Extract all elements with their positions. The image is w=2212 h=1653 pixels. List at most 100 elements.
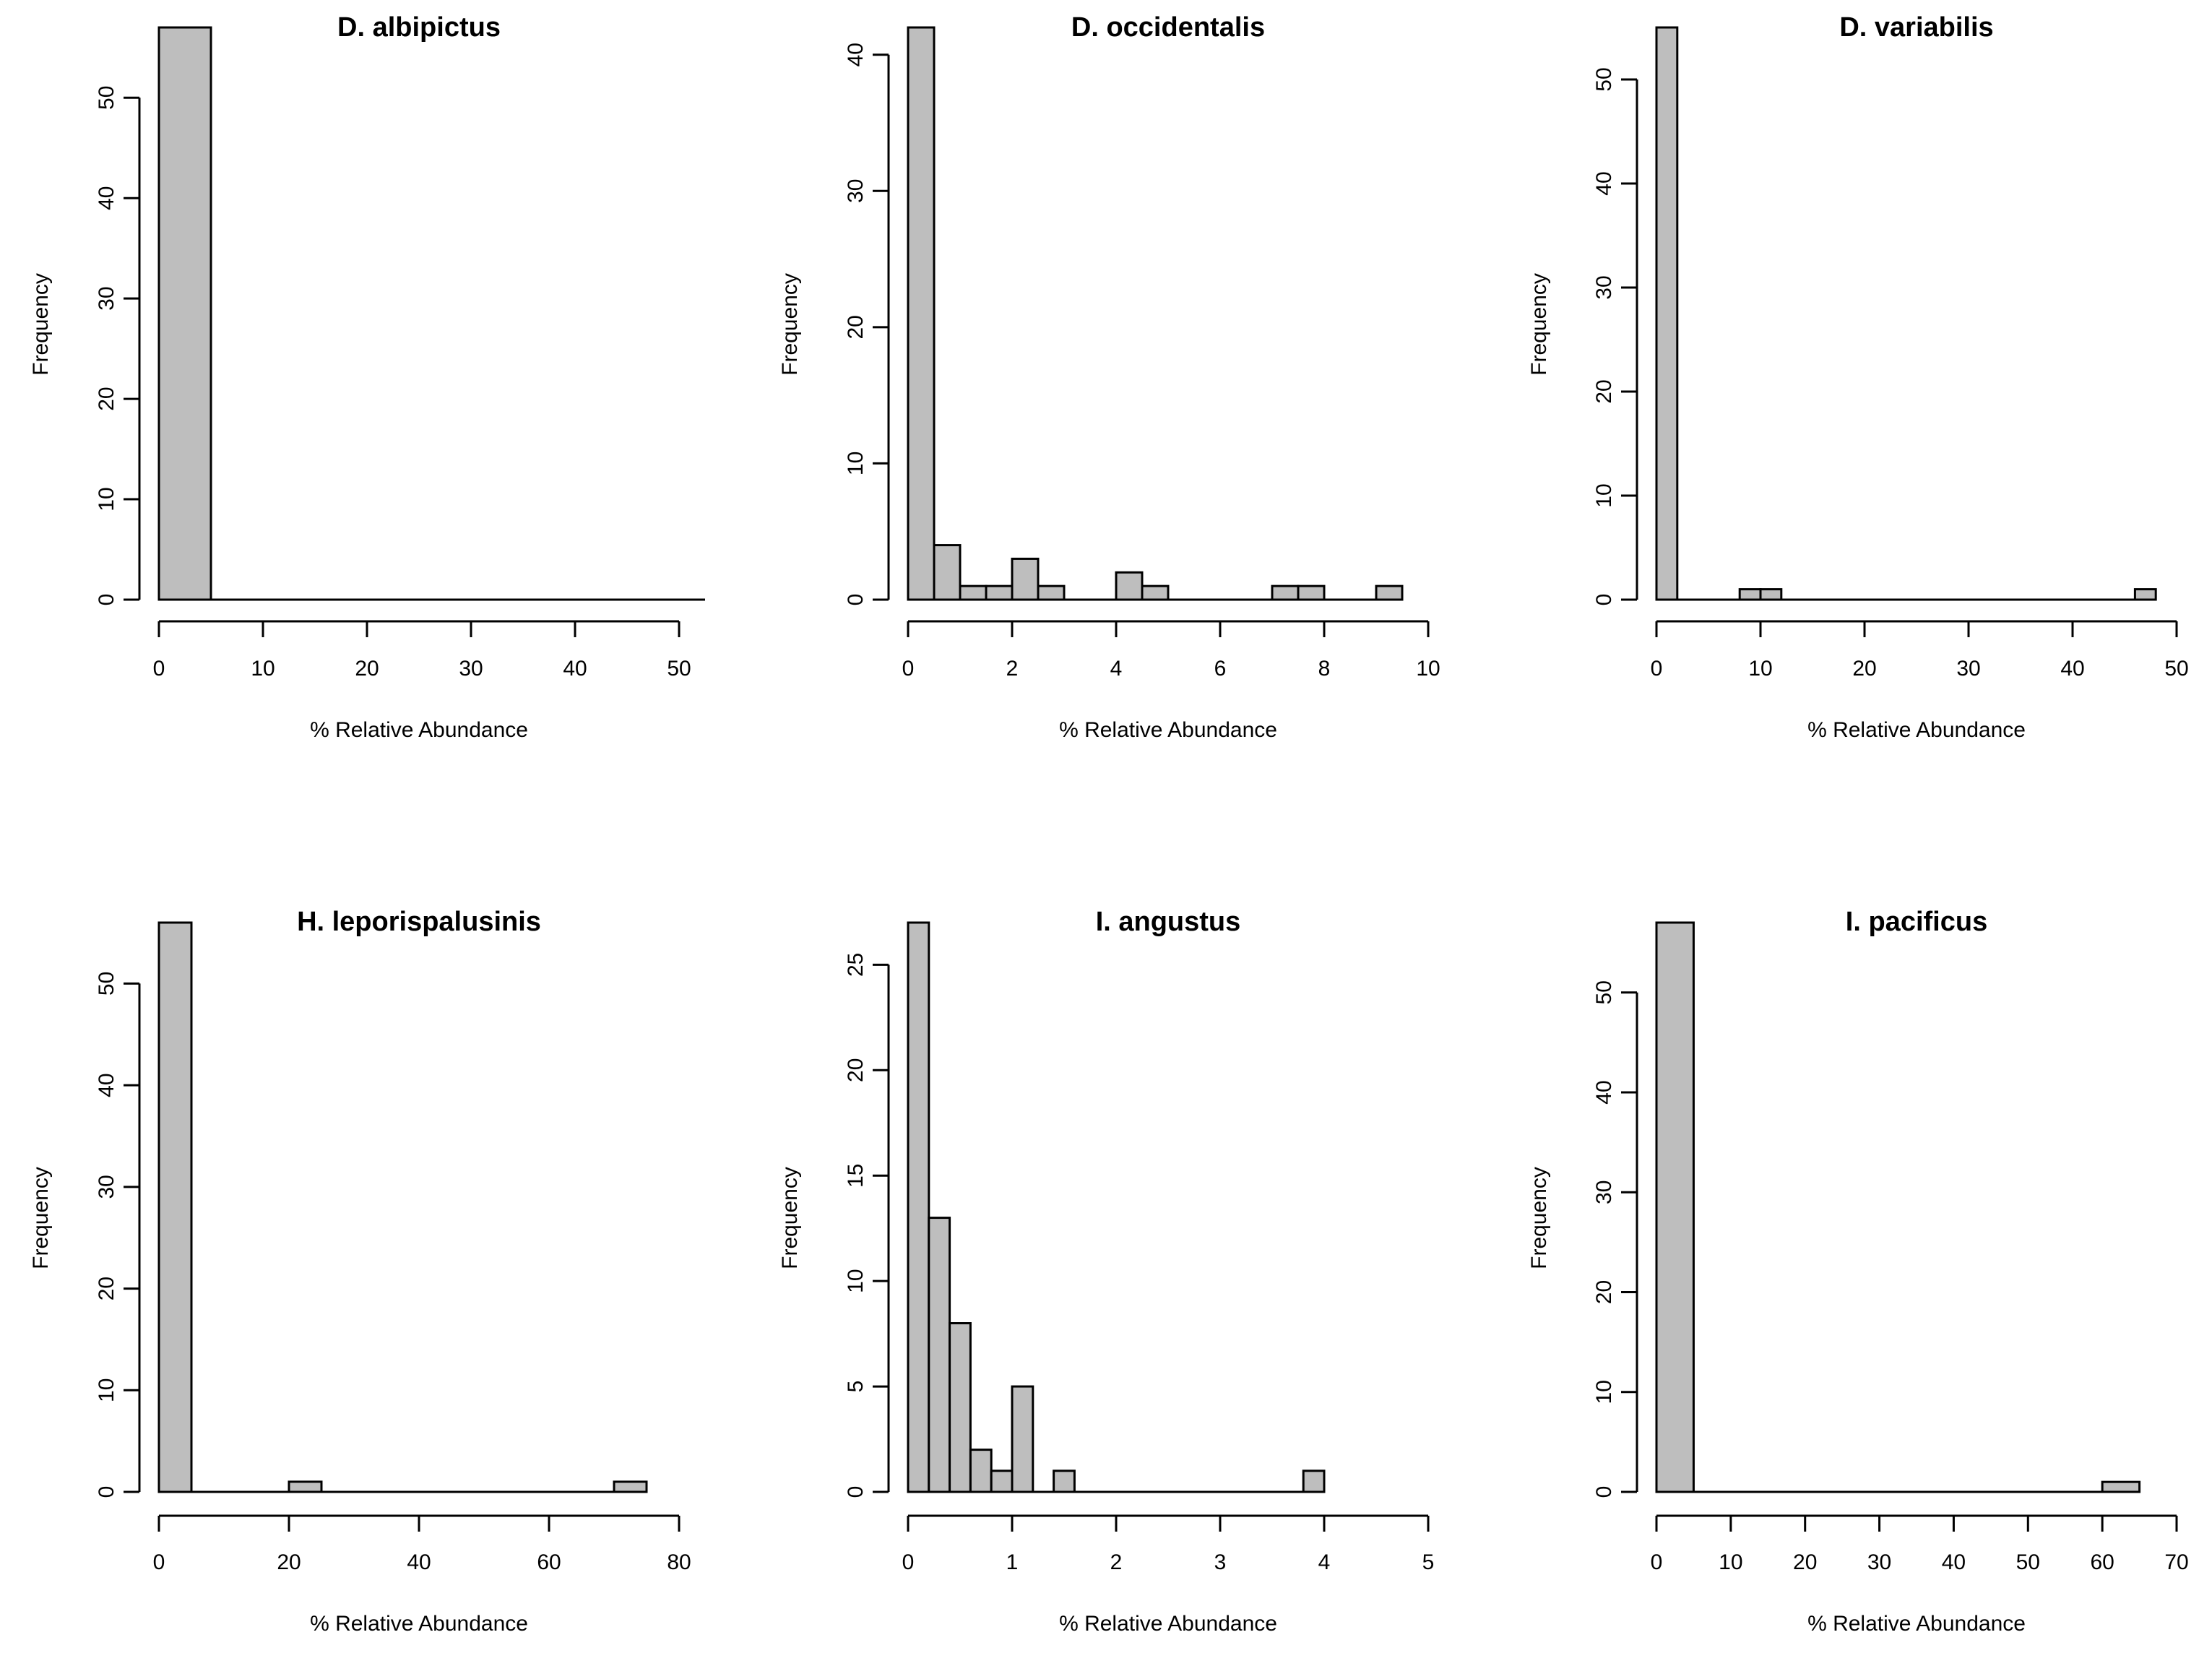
y-tick-label: 25 bbox=[844, 953, 868, 977]
chart-title: D. occidentalis bbox=[1071, 12, 1265, 43]
histogram-bar bbox=[1655, 921, 1695, 1493]
y-tick-label: 20 bbox=[844, 315, 868, 339]
y-tick-label: 0 bbox=[95, 1486, 118, 1498]
histogram-bar bbox=[288, 1480, 323, 1493]
y-tick-label: 50 bbox=[1592, 67, 1616, 91]
y-tick-label: 40 bbox=[1592, 171, 1616, 195]
histogram-bar bbox=[985, 584, 1014, 601]
y-tick-label: 30 bbox=[95, 1175, 118, 1199]
y-tick-label: 0 bbox=[844, 1486, 868, 1498]
histogram-bar bbox=[1655, 26, 1679, 601]
x-tick-label: 0 bbox=[153, 1550, 165, 1574]
x-tick-label: 10 bbox=[251, 657, 275, 681]
histogram-bar bbox=[959, 584, 988, 601]
x-tick-label: 2 bbox=[1006, 657, 1019, 681]
histogram-bar bbox=[1375, 584, 1404, 601]
y-tick-label: 10 bbox=[95, 1378, 118, 1402]
y-tick-label: 50 bbox=[95, 86, 118, 110]
y-tick-label: 30 bbox=[1592, 275, 1616, 299]
x-tick-label: 0 bbox=[153, 657, 165, 681]
chart-title: D. albipictus bbox=[337, 12, 501, 43]
x-tick-label: 30 bbox=[459, 657, 483, 681]
histogram-bar bbox=[2101, 1480, 2141, 1493]
y-tick-label: 5 bbox=[844, 1381, 868, 1393]
y-tick-label: 10 bbox=[95, 487, 118, 511]
y-tick-label: 30 bbox=[844, 179, 868, 203]
x-tick-label: 40 bbox=[2060, 657, 2084, 681]
histogram-bar bbox=[969, 1449, 993, 1493]
x-tick-label: 0 bbox=[902, 657, 915, 681]
x-tick-label: 2 bbox=[1110, 1550, 1123, 1574]
y-tick-label: 0 bbox=[1592, 594, 1616, 606]
x-tick-label: 40 bbox=[563, 657, 587, 681]
x-tick-label: 0 bbox=[902, 1550, 915, 1574]
histogram-bar bbox=[613, 1480, 648, 1493]
x-tick-label: 0 bbox=[1651, 1550, 1663, 1574]
histogram-bar bbox=[1302, 1469, 1326, 1493]
y-tick-label: 20 bbox=[844, 1058, 868, 1082]
histogram-bar bbox=[949, 1322, 972, 1493]
y-tick-label: 0 bbox=[95, 594, 118, 606]
y-tick-label: 40 bbox=[844, 43, 868, 66]
y-tick-label: 50 bbox=[1592, 980, 1616, 1004]
x-tick-label: 20 bbox=[277, 1550, 301, 1574]
y-axis-title: Frequency bbox=[29, 273, 53, 376]
x-tick-label: 60 bbox=[2090, 1550, 2114, 1574]
x-tick-label: 50 bbox=[2016, 1550, 2040, 1574]
y-tick-label: 15 bbox=[844, 1164, 868, 1188]
histogram-panel: D. albipictus 0 10 20 30 40 50 Frequency 0 10 20 30… bbox=[29, 12, 705, 742]
y-tick-label: 50 bbox=[95, 972, 118, 996]
x-tick-label: 50 bbox=[2164, 657, 2188, 681]
histogram-bar bbox=[157, 26, 212, 601]
histogram-bar bbox=[1141, 584, 1170, 601]
histogram-bar bbox=[1297, 584, 1326, 601]
chart-title: D. variabilis bbox=[1839, 12, 1993, 43]
y-tick-label: 20 bbox=[1592, 379, 1616, 403]
x-axis-title: % Relative Abundance bbox=[310, 1612, 528, 1636]
y-tick-label: 20 bbox=[1592, 1280, 1616, 1304]
histogram-panel: I. pacificus 0 10 20 30 40 50 Frequency 0 10 20 30 4… bbox=[1527, 907, 2189, 1636]
histogram-bar bbox=[1271, 584, 1300, 601]
x-axis-title: % Relative Abundance bbox=[1807, 718, 2026, 742]
y-tick-label: 10 bbox=[1592, 483, 1616, 507]
x-axis-title: % Relative Abundance bbox=[1059, 718, 1277, 742]
histogram-bar bbox=[157, 921, 193, 1493]
histogram-panel: I. angustus 0 5 10 15 20 25 Frequency 0 1 2 3 4 5 % Re… bbox=[778, 907, 1434, 1636]
x-tick-label: 0 bbox=[1651, 657, 1663, 681]
x-tick-label: 8 bbox=[1318, 657, 1331, 681]
x-tick-label: 10 bbox=[1719, 1550, 1742, 1574]
x-tick-label: 70 bbox=[2164, 1550, 2188, 1574]
histogram-bar bbox=[1738, 588, 1762, 601]
y-tick-label: 40 bbox=[1592, 1080, 1616, 1104]
histogram-bar bbox=[990, 1469, 1014, 1493]
x-tick-label: 3 bbox=[1214, 1550, 1227, 1574]
histogram-bar bbox=[907, 921, 930, 1493]
chart-title: I. angustus bbox=[1096, 907, 1241, 937]
x-axis-title: % Relative Abundance bbox=[310, 718, 528, 742]
histogram-panel: D. variabilis 0 10 20 30 40 50 Frequency 0 10 20 30… bbox=[1527, 12, 2189, 742]
y-tick-label: 0 bbox=[1592, 1486, 1616, 1498]
y-tick-label: 20 bbox=[95, 387, 118, 410]
histogram-bar bbox=[2133, 588, 2157, 601]
y-tick-label: 10 bbox=[1592, 1380, 1616, 1404]
y-tick-label: 20 bbox=[95, 1277, 118, 1300]
x-tick-label: 4 bbox=[1318, 1550, 1331, 1574]
y-tick-label: 30 bbox=[1592, 1181, 1616, 1204]
y-tick-label: 40 bbox=[95, 1073, 118, 1097]
x-tick-label: 20 bbox=[1852, 657, 1876, 681]
histogram-panel: D. occidentalis 0 10 20 30 40 Frequency 0 2 4 6 8 10… bbox=[778, 12, 1440, 742]
y-tick-label: 10 bbox=[844, 1269, 868, 1292]
x-tick-label: 1 bbox=[1006, 1550, 1019, 1574]
x-tick-label: 4 bbox=[1110, 657, 1123, 681]
x-tick-label: 30 bbox=[1867, 1550, 1891, 1574]
y-axis-title: Frequency bbox=[1527, 1167, 1551, 1269]
x-tick-label: 6 bbox=[1214, 657, 1227, 681]
x-tick-label: 40 bbox=[1942, 1550, 1966, 1574]
x-tick-label: 80 bbox=[667, 1550, 691, 1574]
x-axis-title: % Relative Abundance bbox=[1807, 1612, 2026, 1636]
chart-title: H. leporispalusinis bbox=[297, 907, 541, 937]
x-tick-label: 60 bbox=[537, 1550, 561, 1574]
histogram-bar bbox=[907, 26, 936, 601]
histogram-bar bbox=[1759, 588, 1783, 601]
